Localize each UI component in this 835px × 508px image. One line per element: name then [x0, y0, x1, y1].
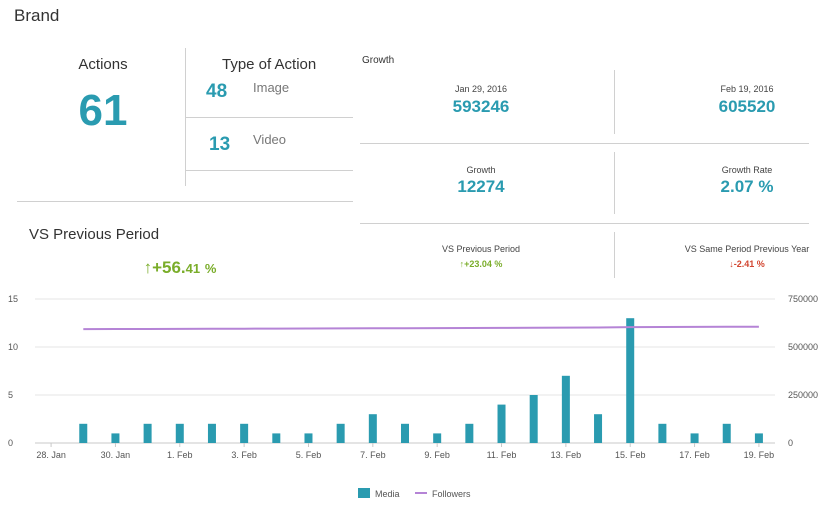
x-tick-label: 13. Feb: [551, 450, 582, 460]
x-tick-label: 28. Jan: [36, 450, 66, 460]
x-tick-label: 17. Feb: [679, 450, 710, 460]
up-arrow-icon: ↑: [459, 259, 465, 269]
growth-title: Growth: [362, 55, 395, 66]
media-bar: [529, 395, 538, 443]
media-bar: [754, 433, 763, 443]
y-left-tick-label: 5: [8, 390, 13, 400]
legend-media-label: Media: [375, 489, 400, 499]
actions-value: 61: [78, 86, 128, 135]
media-bar: [143, 423, 152, 443]
growth-divider-top: [614, 70, 615, 134]
x-tick-label: 9. Feb: [424, 450, 450, 460]
y-left-tick-label: 15: [8, 294, 18, 304]
type-divider: [185, 117, 353, 118]
growth-hdivider-1: [360, 143, 809, 144]
media-bar: [111, 433, 120, 443]
y-left-tick-label: 10: [8, 342, 18, 352]
media-bar: [433, 433, 442, 443]
type-divider-bottom: [185, 170, 353, 171]
growth-rate-label: Growth Rate: [721, 165, 773, 175]
legend-followers-label: Followers: [432, 489, 471, 499]
same-period-value: -2.41 %: [733, 259, 765, 269]
y-right-tick-label: 250000: [788, 390, 818, 400]
media-bar: [175, 423, 184, 443]
media-bar: [207, 423, 216, 443]
y-right-tick-label: 500000: [788, 342, 818, 352]
start-date: Jan 29, 2016: [454, 84, 508, 94]
end-value: 605520: [718, 97, 776, 116]
y-right-tick-label: 0: [788, 438, 793, 448]
growth-label: Growth: [466, 165, 496, 175]
change-integer: +56.: [152, 258, 186, 277]
image-count: 48: [206, 81, 228, 102]
media-bar: [465, 423, 474, 443]
media-bar: [658, 423, 667, 443]
media-bar: [79, 423, 88, 443]
x-tick-label: 19. Feb: [744, 450, 775, 460]
growth-hdivider-2: [360, 223, 809, 224]
x-tick-label: 11. Feb: [487, 450, 517, 460]
start-value: 593246: [452, 97, 510, 116]
x-tick-label: 3. Feb: [231, 450, 257, 460]
vs-previous-change: ↑+56.41 %: [100, 258, 260, 278]
summary-divider: [17, 201, 353, 202]
same-period-change: ↓-2.41 %: [677, 259, 817, 269]
image-label: Image: [253, 80, 290, 95]
growth-divider-mid: [614, 152, 615, 214]
x-tick-label: 7. Feb: [360, 450, 386, 460]
down-arrow-icon: ↓: [729, 259, 734, 269]
media-bar: [497, 404, 506, 443]
prev-period-change: ↑+23.04 %: [411, 259, 551, 269]
media-bar: [304, 433, 313, 443]
up-arrow-icon: ↑: [143, 258, 153, 277]
media-bar: [722, 423, 731, 443]
growth-divider-bottom: [614, 232, 615, 278]
media-bar: [690, 433, 699, 443]
video-count: 13: [209, 134, 231, 155]
media-bar: [561, 375, 570, 443]
media-bar: [272, 433, 281, 443]
media-bar: [240, 423, 249, 443]
media-bar: [626, 318, 635, 443]
media-followers-chart: 0 5 10 15 0 250000 500000 750000 28. Jan 30. Jan 1…: [8, 294, 818, 499]
prev-period-value: +23.04 %: [464, 259, 503, 269]
prev-period-label: VS Previous Period: [441, 244, 521, 254]
x-tick-label: 15. Feb: [615, 450, 646, 460]
y-right-tick-label: 750000: [788, 294, 818, 304]
followers-line: [83, 325, 759, 331]
legend-media-swatch: [358, 488, 370, 498]
actions-label: Actions: [78, 56, 128, 73]
growth-value: 12274: [457, 177, 505, 196]
x-tick-label: 1. Feb: [167, 450, 193, 460]
growth-rate-value: 2.07 %: [720, 177, 774, 196]
media-bar: [336, 423, 345, 443]
x-tick-label: 5. Feb: [296, 450, 322, 460]
type-of-action-title: Type of Action: [222, 56, 317, 73]
y-left-tick-label: 0: [8, 438, 13, 448]
page-title: Brand: [14, 6, 60, 25]
end-date: Feb 19, 2016: [720, 84, 774, 94]
media-bar: [401, 423, 409, 443]
change-decimal: 41: [185, 261, 201, 276]
vs-previous-title: VS Previous Period: [29, 226, 160, 243]
x-tick-label: 30. Jan: [101, 450, 131, 460]
media-bar: [368, 414, 377, 443]
video-label: Video: [253, 132, 287, 147]
change-percent-sign: %: [204, 261, 217, 276]
same-period-label: VS Same Period Previous Year: [684, 244, 810, 254]
media-bar: [594, 414, 603, 443]
